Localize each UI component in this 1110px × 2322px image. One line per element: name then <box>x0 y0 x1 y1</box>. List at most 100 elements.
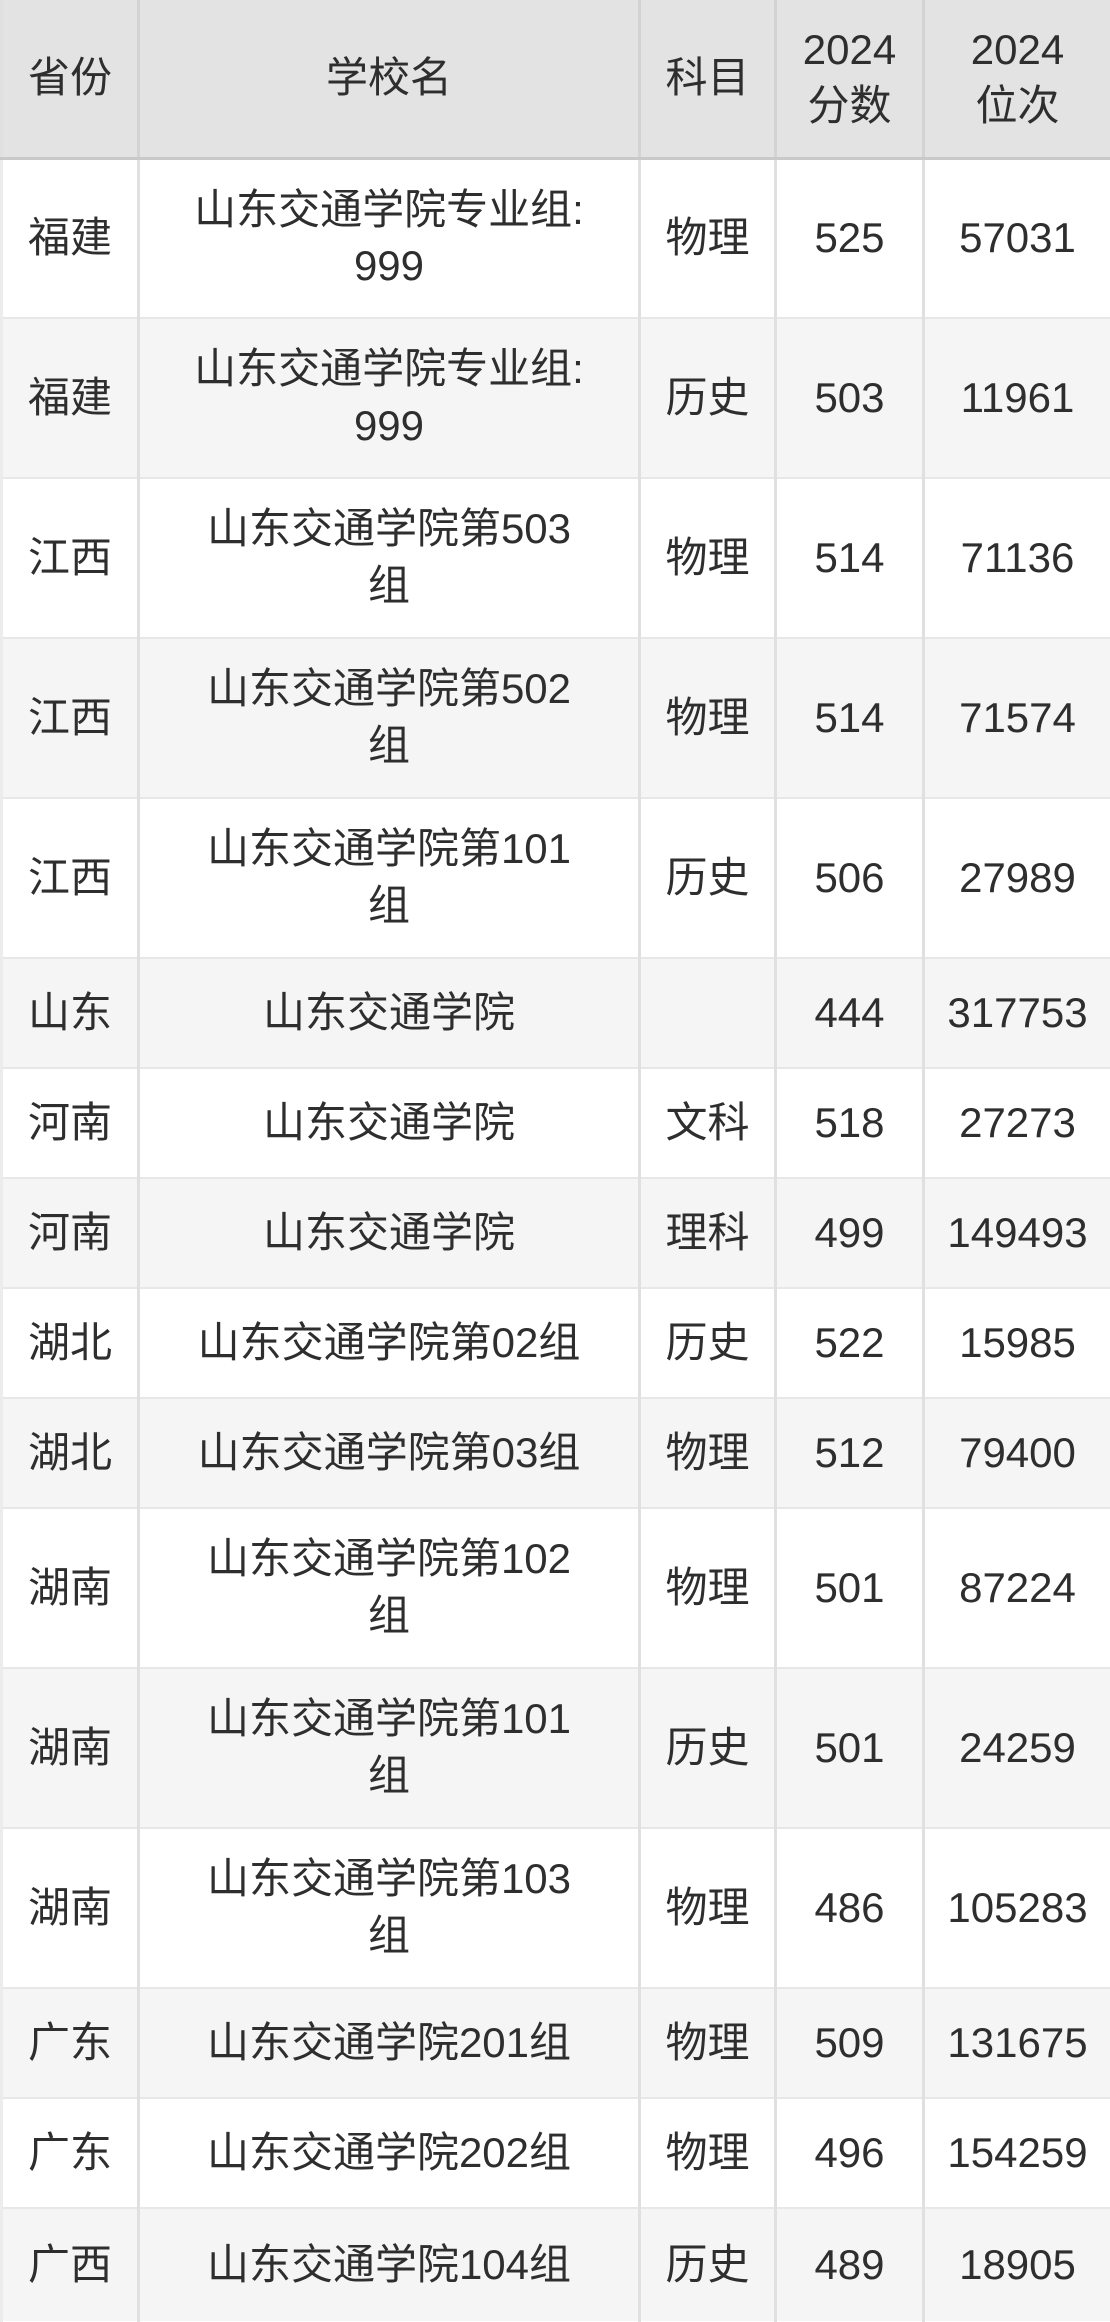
cell-province: 江西 <box>0 637 140 798</box>
cell-score: 512 <box>774 1397 925 1508</box>
cell-score: 509 <box>774 1987 925 2098</box>
cell-score: 489 <box>774 2207 925 2322</box>
table-row: 广东 山东交通学院202组 物理 496 154259 <box>0 2097 1110 2208</box>
cell-school: 山东交通学院202组 <box>137 2097 641 2208</box>
cell-score: 514 <box>774 637 925 798</box>
cell-rank: 317753 <box>922 957 1110 1068</box>
cell-school: 山东交通学院201组 <box>137 1987 641 2098</box>
cell-rank: 27989 <box>922 797 1110 958</box>
cell-rank: 11961 <box>922 317 1110 478</box>
cell-province: 福建 <box>0 317 140 478</box>
cell-score: 522 <box>774 1287 925 1398</box>
table-row: 河南 山东交通学院 理科 499 149493 <box>0 1177 1110 1288</box>
cell-school: 山东交通学院104组 <box>137 2207 641 2322</box>
cell-province: 河南 <box>0 1177 140 1288</box>
cell-province: 湖北 <box>0 1397 140 1508</box>
cell-school: 山东交通学院 <box>137 957 641 1068</box>
table-row: 湖南 山东交通学院第102 组物理 501 87224 <box>0 1507 1110 1668</box>
cell-subject: 历史 <box>638 2207 777 2322</box>
table-row: 福建 山东交通学院专业组: 999 物理 525 57031 <box>0 157 1110 318</box>
cell-rank: 154259 <box>922 2097 1110 2208</box>
cell-rank: 71136 <box>922 477 1110 638</box>
cell-subject: 历史 <box>638 1667 777 1828</box>
cell-school: 山东交通学院第02组 <box>137 1287 641 1398</box>
table-row: 江西 山东交通学院第503 组物理 514 71136 <box>0 477 1110 638</box>
cell-score: 444 <box>774 957 925 1068</box>
cell-province: 河南 <box>0 1067 140 1178</box>
cell-school: 山东交通学院第101 组 <box>137 1667 641 1828</box>
cell-score: 518 <box>774 1067 925 1178</box>
cell-subject: 物理 <box>638 637 777 798</box>
cell-subject: 物理 <box>638 1827 777 1988</box>
table-row: 广东 山东交通学院201组 物理 509 131675 <box>0 1987 1110 2098</box>
cell-subject: 物理 <box>638 1507 777 1668</box>
table-row: 湖南 山东交通学院第103 组物理 486 105283 <box>0 1827 1110 1988</box>
table-row: 湖北 山东交通学院第03组 物理 512 79400 <box>0 1397 1110 1508</box>
table-row: 江西 山东交通学院第101 组历史 506 27989 <box>0 797 1110 958</box>
cell-school: 山东交通学院专业组: 999 <box>137 317 641 478</box>
column-header-province: 省份 <box>0 0 140 160</box>
cell-province: 山东 <box>0 957 140 1068</box>
cell-subject: 历史 <box>638 317 777 478</box>
cell-school: 山东交通学院第102 组 <box>137 1507 641 1668</box>
table-row: 广西 山东交通学院104组 历史 489 18905 <box>0 2207 1110 2322</box>
cell-subject: 物理 <box>638 477 777 638</box>
cell-school: 山东交通学院 <box>137 1177 641 1288</box>
column-header-subject: 科目 <box>638 0 777 160</box>
table-row: 山东 山东交通学院 444 317753 <box>0 957 1110 1068</box>
table-body: 福建 山东交通学院专业组: 999 物理 525 57031 福建 山东交通学院专业组: 9… <box>0 157 1110 2322</box>
table-row: 湖北 山东交通学院第02组 历史 522 15985 <box>0 1287 1110 1398</box>
cell-subject: 理科 <box>638 1177 777 1288</box>
cell-province: 湖南 <box>0 1667 140 1828</box>
cell-score: 499 <box>774 1177 925 1288</box>
cell-rank: 71574 <box>922 637 1110 798</box>
cell-province: 湖北 <box>0 1287 140 1398</box>
cell-school: 山东交通学院第503 组 <box>137 477 641 638</box>
table-row: 湖南 山东交通学院第101 组历史 501 24259 <box>0 1667 1110 1828</box>
table-header: 省份 学校名 科目 2024 分数 2024 位次 <box>0 0 1110 160</box>
cell-rank: 18905 <box>922 2207 1110 2322</box>
cell-school: 山东交通学院第101 组 <box>137 797 641 958</box>
column-header-school: 学校名 <box>137 0 641 160</box>
cell-subject: 历史 <box>638 1287 777 1398</box>
cell-province: 广西 <box>0 2207 140 2322</box>
cell-province: 广东 <box>0 2097 140 2208</box>
cell-subject: 历史 <box>638 797 777 958</box>
cell-score: 503 <box>774 317 925 478</box>
cell-rank: 149493 <box>922 1177 1110 1288</box>
cell-rank: 79400 <box>922 1397 1110 1508</box>
cell-rank: 15985 <box>922 1287 1110 1398</box>
header-row: 省份 学校名 科目 2024 分数 2024 位次 <box>0 0 1110 160</box>
cell-subject: 物理 <box>638 1397 777 1508</box>
cell-score: 501 <box>774 1507 925 1668</box>
cell-province: 广东 <box>0 1987 140 2098</box>
cell-rank: 131675 <box>922 1987 1110 2098</box>
cell-subject: 文科 <box>638 1067 777 1178</box>
cell-school: 山东交通学院专业组: 999 <box>137 157 641 318</box>
cell-rank: 105283 <box>922 1827 1110 1988</box>
cell-school: 山东交通学院第103 组 <box>137 1827 641 1988</box>
table-row: 江西 山东交通学院第502 组物理 514 71574 <box>0 637 1110 798</box>
cell-score: 506 <box>774 797 925 958</box>
cell-subject: 物理 <box>638 1987 777 2098</box>
cell-school: 山东交通学院 <box>137 1067 641 1178</box>
table-row: 河南 山东交通学院 文科 518 27273 <box>0 1067 1110 1178</box>
cell-rank: 57031 <box>922 157 1110 318</box>
cell-school: 山东交通学院第502 组 <box>137 637 641 798</box>
cell-score: 486 <box>774 1827 925 1988</box>
cell-school: 山东交通学院第03组 <box>137 1397 641 1508</box>
cell-province: 湖南 <box>0 1507 140 1668</box>
cell-subject <box>638 957 777 1068</box>
column-header-score-2024: 2024 分数 <box>774 0 925 160</box>
table-row: 福建 山东交通学院专业组: 999 历史 503 11961 <box>0 317 1110 478</box>
cell-subject: 物理 <box>638 2097 777 2208</box>
cell-rank: 27273 <box>922 1067 1110 1178</box>
cell-score: 525 <box>774 157 925 318</box>
cell-province: 江西 <box>0 797 140 958</box>
cell-score: 496 <box>774 2097 925 2208</box>
cell-rank: 87224 <box>922 1507 1110 1668</box>
cell-province: 湖南 <box>0 1827 140 1988</box>
cell-province: 福建 <box>0 157 140 318</box>
cell-rank: 24259 <box>922 1667 1110 1828</box>
